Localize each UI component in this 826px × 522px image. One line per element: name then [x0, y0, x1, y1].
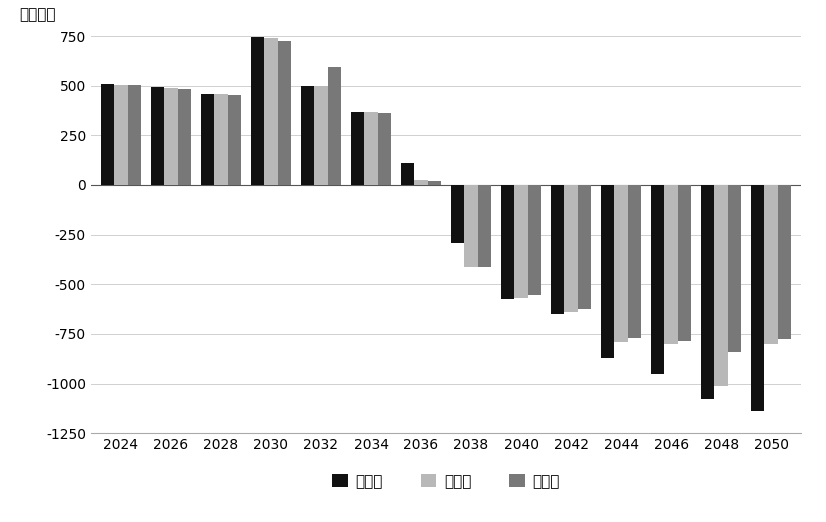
Bar	[264, 38, 278, 185]
Bar	[728, 185, 742, 352]
Bar	[415, 180, 428, 185]
Bar	[564, 185, 578, 312]
Bar	[714, 185, 728, 386]
Y-axis label: （万人）: （万人）	[19, 7, 56, 22]
Bar	[764, 185, 778, 344]
Bar	[551, 185, 564, 314]
Legend: 低方案, 中方案, 高方案: 低方案, 中方案, 高方案	[326, 468, 566, 495]
Bar	[464, 185, 477, 267]
Bar	[364, 113, 377, 185]
Bar	[114, 85, 128, 185]
Bar	[164, 88, 178, 185]
Bar	[578, 185, 591, 309]
Bar	[328, 67, 341, 185]
Bar	[251, 37, 264, 185]
Bar	[601, 185, 615, 358]
Bar	[351, 112, 364, 185]
Bar	[701, 185, 714, 399]
Bar	[101, 84, 114, 185]
Bar	[778, 185, 791, 339]
Bar	[314, 86, 328, 185]
Bar	[377, 113, 392, 185]
Bar	[228, 94, 241, 185]
Bar	[751, 185, 764, 411]
Bar	[628, 185, 642, 338]
Bar	[515, 185, 528, 298]
Bar	[150, 87, 164, 185]
Bar	[651, 185, 664, 374]
Bar	[401, 163, 415, 185]
Bar	[664, 185, 678, 344]
Bar	[477, 185, 491, 267]
Bar	[615, 185, 628, 342]
Bar	[501, 185, 515, 299]
Bar	[201, 93, 214, 185]
Bar	[428, 181, 441, 185]
Bar	[678, 185, 691, 341]
Bar	[451, 185, 464, 243]
Bar	[301, 86, 314, 185]
Bar	[178, 89, 191, 185]
Bar	[278, 41, 292, 185]
Bar	[214, 94, 228, 185]
Bar	[528, 185, 541, 295]
Bar	[128, 85, 141, 185]
